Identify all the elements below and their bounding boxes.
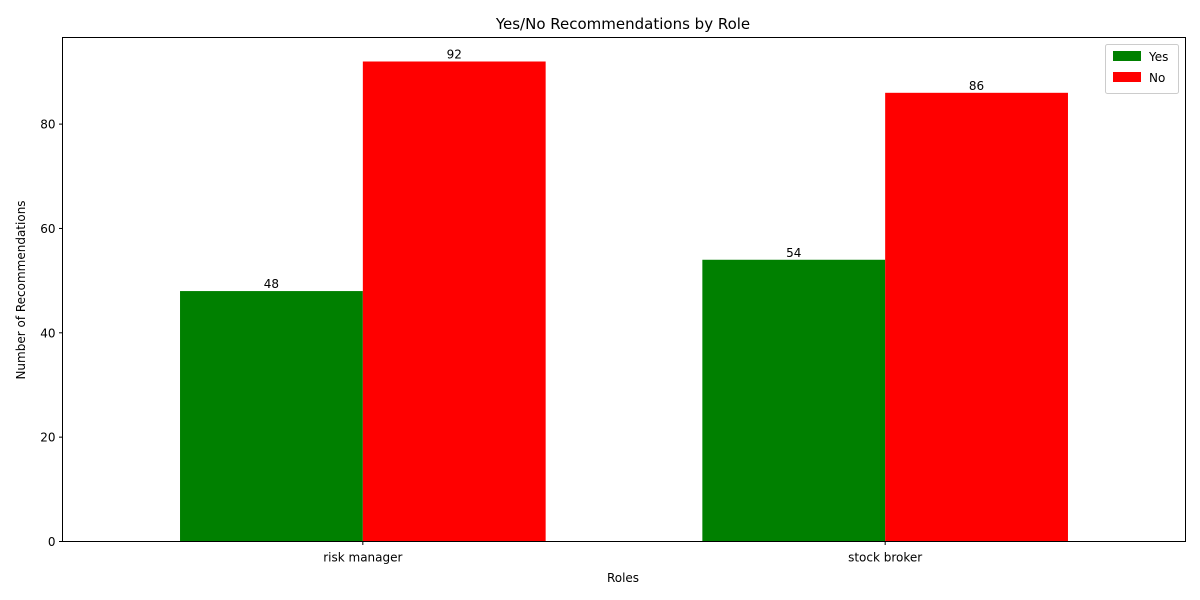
y-tick-label: 20 [40,431,55,445]
legend-label-yes: Yes [1148,50,1168,64]
bars-layer [180,61,1068,542]
y-tick-label: 0 [48,535,56,549]
value-labels-layer: 48 54 92 86 [264,48,984,292]
legend-label-no: No [1149,71,1165,85]
x-axis: risk manager stock broker [323,541,922,565]
y-tick-label: 60 [40,222,55,236]
legend-swatch-no [1113,72,1141,82]
y-axis-label: Number of Recommendations [14,200,28,379]
y-tick-label: 40 [40,326,55,340]
bar-no-1 [885,92,1068,542]
plot-area-frame [62,37,1186,542]
value-label-yes-1: 54 [786,246,801,260]
bar-yes-0 [180,291,363,542]
x-tick-label: stock broker [848,551,922,565]
bar-yes-1 [702,259,886,542]
bar-no-0 [362,61,546,542]
x-tick-label: risk manager [323,551,402,565]
value-label-yes-0: 48 [264,277,279,291]
legend: Yes No [1105,44,1179,94]
x-axis-label: Roles [607,571,639,585]
y-tick-label: 80 [40,118,55,132]
legend-swatch-yes [1113,51,1141,61]
chart-title: Yes/No Recommendations by Role [495,15,750,33]
y-axis: 0 20 40 60 80 [40,118,63,549]
value-label-no-1: 86 [969,79,984,93]
value-label-no-0: 92 [447,48,462,62]
